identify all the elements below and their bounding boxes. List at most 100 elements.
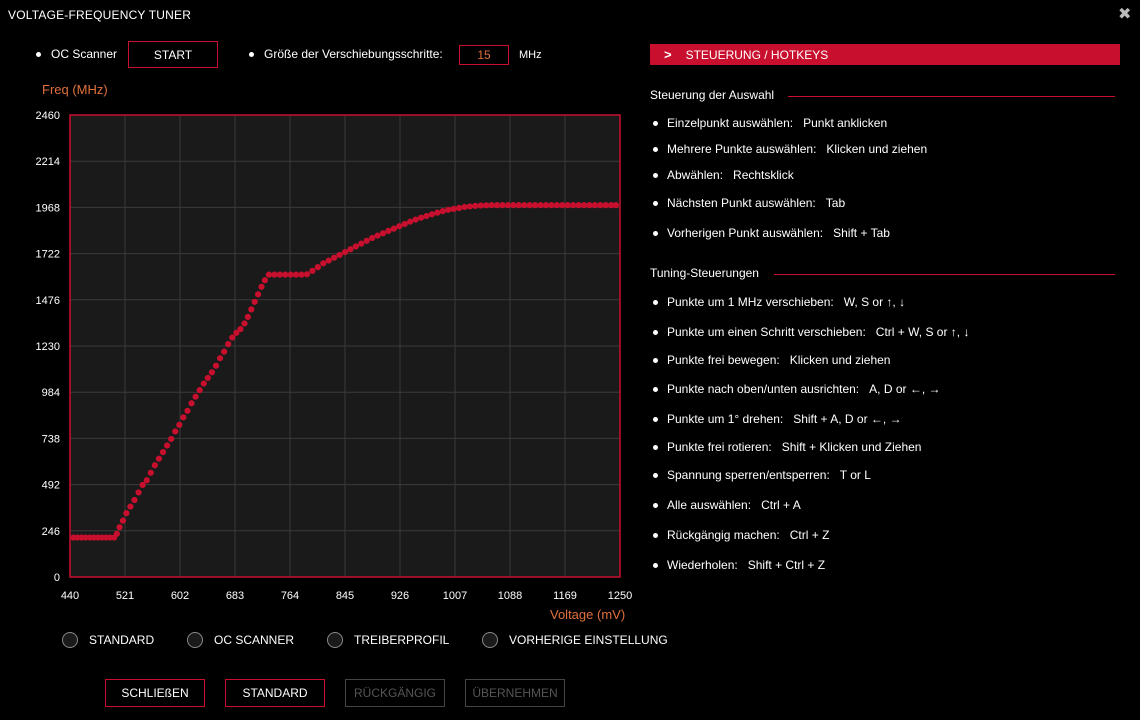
curve-point[interactable] <box>331 254 338 261</box>
curve-point[interactable] <box>237 325 244 333</box>
curve-point[interactable] <box>135 489 142 496</box>
curve-point[interactable] <box>450 205 457 213</box>
curve-point[interactable] <box>602 202 609 209</box>
curve-point[interactable] <box>119 517 127 524</box>
curve-point[interactable] <box>575 202 582 209</box>
curve-point[interactable] <box>439 208 446 215</box>
radio-button[interactable] <box>187 632 203 648</box>
curve-point[interactable] <box>553 202 560 209</box>
preset-option[interactable]: VORHERIGE EINSTELLUNG <box>482 632 668 648</box>
curve-point[interactable] <box>123 510 130 517</box>
curve-point[interactable] <box>591 202 598 209</box>
curve-point[interactable] <box>163 442 171 449</box>
curve-point[interactable] <box>477 202 484 209</box>
curve-point[interactable] <box>241 320 248 327</box>
radio-button[interactable] <box>482 632 498 648</box>
curve-point[interactable] <box>320 260 327 267</box>
curve-point[interactable] <box>488 202 495 209</box>
curve-point[interactable] <box>200 380 207 387</box>
curve-point[interactable] <box>131 496 138 504</box>
curve-point[interactable] <box>445 206 452 213</box>
close-button[interactable]: SCHLIEßEN <box>105 679 205 707</box>
curve-point[interactable] <box>597 202 604 209</box>
curve-point[interactable] <box>180 414 187 421</box>
curve-point[interactable] <box>521 202 528 209</box>
curve-point[interactable] <box>352 243 359 250</box>
curve-point[interactable] <box>407 218 414 225</box>
curve-point[interactable] <box>434 209 441 216</box>
curve-point[interactable] <box>537 202 544 209</box>
curve-point[interactable] <box>532 202 539 209</box>
curve-point[interactable] <box>271 271 278 278</box>
curve-point[interactable] <box>155 455 163 462</box>
curve-point[interactable] <box>282 271 289 278</box>
curve-point[interactable] <box>461 203 468 211</box>
radio-button[interactable] <box>62 632 78 648</box>
curve-point[interactable] <box>542 202 550 209</box>
curve-point[interactable] <box>244 313 252 320</box>
hotkeys-header[interactable]: > STEUERUNG / HOTKEYS <box>650 44 1120 65</box>
curve-point[interactable] <box>423 212 430 220</box>
curve-point[interactable] <box>159 449 167 456</box>
curve-point[interactable] <box>248 306 255 313</box>
curve-point[interactable] <box>385 227 392 234</box>
curve-point[interactable] <box>116 524 123 531</box>
curve-point[interactable] <box>347 246 354 253</box>
curve-point[interactable] <box>379 230 387 237</box>
curve-point[interactable] <box>466 203 474 210</box>
curve-point[interactable] <box>143 477 150 484</box>
curve-point[interactable] <box>127 503 134 510</box>
preset-option[interactable]: STANDARD <box>62 632 154 648</box>
start-button[interactable]: START <box>128 41 218 68</box>
curve-point[interactable] <box>168 435 175 443</box>
curve-point[interactable] <box>401 220 408 228</box>
curve-point[interactable] <box>612 202 620 209</box>
curve-point[interactable] <box>216 355 224 362</box>
curve-point[interactable] <box>254 291 262 298</box>
curve-point[interactable] <box>515 202 522 209</box>
curve-point[interactable] <box>309 267 316 274</box>
curve-point[interactable] <box>428 211 436 218</box>
curve-point[interactable] <box>564 202 571 209</box>
curve-point[interactable] <box>287 271 294 278</box>
curve-point[interactable] <box>526 202 533 209</box>
curve-point[interactable] <box>139 481 146 489</box>
curve-point[interactable] <box>417 214 425 221</box>
curve-point[interactable] <box>358 240 365 247</box>
curve-point[interactable] <box>151 462 158 469</box>
curve-point[interactable] <box>298 271 305 278</box>
undo-button[interactable]: RÜCKGÄNGIG <box>345 679 445 707</box>
curve-point[interactable] <box>261 277 268 284</box>
preset-option[interactable]: TREIBERPROFIL <box>327 632 449 648</box>
radio-button[interactable] <box>327 632 343 648</box>
curve-point[interactable] <box>369 234 376 242</box>
curve-point[interactable] <box>548 202 555 209</box>
curve-point[interactable] <box>455 204 463 212</box>
curve-point[interactable] <box>341 248 349 256</box>
curve-point[interactable] <box>188 400 195 407</box>
curve-point[interactable] <box>412 216 419 223</box>
curve-point[interactable] <box>472 202 479 209</box>
curve-point[interactable] <box>303 271 311 278</box>
curve-point[interactable] <box>258 283 265 290</box>
curve-point[interactable] <box>225 341 232 348</box>
curve-point[interactable] <box>251 298 258 305</box>
curve-point[interactable] <box>586 202 593 209</box>
curve-point[interactable] <box>314 264 321 271</box>
curve-point[interactable] <box>390 225 397 232</box>
curve-point[interactable] <box>176 421 183 428</box>
curve-point[interactable] <box>325 257 332 264</box>
standard-button[interactable]: STANDARD <box>225 679 325 707</box>
curve-point[interactable] <box>276 271 283 278</box>
curve-point[interactable] <box>483 202 490 209</box>
curve-point[interactable] <box>493 202 501 209</box>
curve-point[interactable] <box>212 362 220 369</box>
curve-point[interactable] <box>374 232 381 239</box>
curve-point[interactable] <box>221 348 228 355</box>
curve-point[interactable] <box>233 329 240 336</box>
curve-point[interactable] <box>229 334 236 341</box>
curve-point[interactable] <box>396 223 403 230</box>
curve-point[interactable] <box>293 271 300 278</box>
curve-point[interactable] <box>172 428 179 435</box>
step-size-input[interactable]: 15 <box>459 45 509 65</box>
